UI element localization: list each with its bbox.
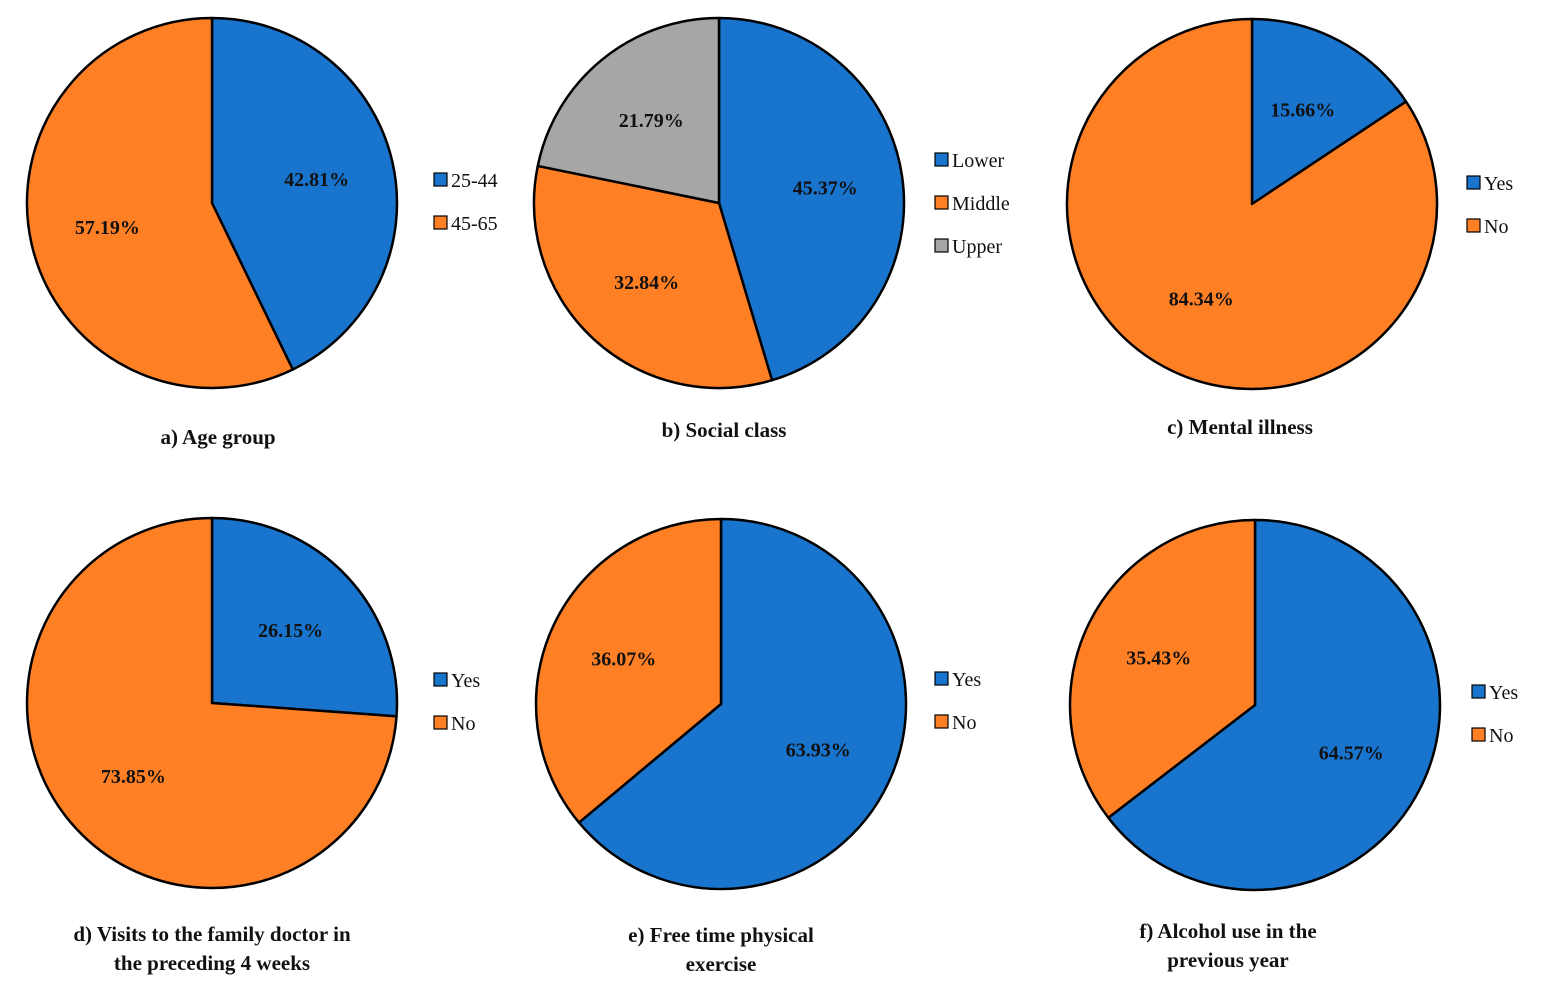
data-label-e-no: 36.07% (591, 649, 656, 671)
pie-slice-b-lower (717, 16, 906, 382)
chart-caption-d-line-1: d) Visits to the family doctor in (73, 922, 351, 946)
pie-slice-a-45-65 (25, 16, 295, 390)
legend-swatch-a-45-65 (433, 215, 448, 230)
chart-caption-f-line-1: f) Alcohol use in the (1139, 919, 1316, 943)
legend-swatch-b-middle (934, 195, 949, 210)
data-label-b-middle: 32.84% (614, 272, 679, 294)
data-label-f-no: 35.43% (1126, 648, 1191, 670)
legend-swatch-b-upper (934, 238, 949, 253)
pie-slice-b-middle (532, 164, 774, 390)
legend-label-a-25-44: 25-44 (451, 170, 498, 192)
legend-label-a-45-65: 45-65 (451, 213, 498, 235)
data-label-b-lower: 45.37% (793, 177, 858, 199)
legend-label-c-yes: Yes (1484, 173, 1513, 195)
legend-label-d-no: No (451, 713, 475, 735)
pie-panel-b: 45.37% 32.84% 21.79% Lower Middle Upper b) Soc… (532, 16, 1010, 442)
data-label-c-yes: 15.66% (1270, 99, 1335, 121)
legend-label-f-yes: Yes (1489, 682, 1518, 704)
legend-swatch-e-no (934, 714, 949, 729)
data-label-c-no: 84.34% (1169, 289, 1234, 311)
pie-slice-a-25-44 (210, 16, 399, 371)
pie-slice-c-no (1065, 17, 1439, 391)
pie-panel-f: 64.57% 35.43% Yes No f) Alcohol use in the pr… (1068, 518, 1518, 972)
chart-caption-e-line-2: exercise (686, 952, 757, 976)
pie-slice-e-yes (577, 517, 908, 891)
data-label-e-yes: 63.93% (786, 740, 851, 762)
chart-caption-e-line-1: e) Free time physical (628, 923, 814, 947)
legend-swatch-d-yes (433, 672, 448, 687)
pie-slice-b-upper (536, 16, 721, 205)
legend-swatch-a-25-44 (433, 172, 448, 187)
chart-caption-f-line-2: previous year (1167, 948, 1289, 972)
chart-caption-c: c) Mental illness (1167, 415, 1313, 439)
legend-swatch-c-no (1466, 218, 1481, 233)
legend-label-c-no: No (1484, 216, 1508, 238)
legend-swatch-e-yes (934, 671, 949, 686)
data-label-a-25-44: 42.81% (284, 169, 349, 191)
pie-panel-e: 63.93% 36.07% Yes No e) Free time physical ex… (534, 517, 981, 976)
pie-slice-c-yes (1250, 17, 1408, 206)
data-label-d-yes: 26.15% (258, 620, 323, 642)
pie-slice-d-yes (210, 516, 399, 718)
legend-swatch-c-yes (1466, 175, 1481, 190)
legend-swatch-b-lower (934, 152, 949, 167)
pie-panel-d: 26.15% 73.85% Yes No d) Visits to the family… (25, 516, 480, 975)
legend-label-e-no: No (952, 712, 976, 734)
data-label-b-upper: 21.79% (619, 110, 684, 132)
legend-label-b-upper: Upper (952, 236, 1002, 258)
data-label-d-no: 73.85% (101, 766, 166, 788)
legend-label-b-lower: Lower (952, 150, 1005, 172)
chart-caption-a: a) Age group (160, 425, 275, 449)
pie-slice-d-no (25, 516, 398, 890)
chart-caption-b: b) Social class (662, 418, 787, 442)
data-label-f-yes: 64.57% (1319, 742, 1384, 764)
legend-label-d-yes: Yes (451, 670, 480, 692)
legend-label-e-yes: Yes (952, 669, 981, 691)
legend-label-b-middle: Middle (952, 193, 1010, 215)
pie-slice-f-no (1068, 518, 1257, 819)
legend-swatch-f-yes (1471, 684, 1486, 699)
data-label-a-45-65: 57.19% (75, 217, 140, 239)
legend-label-f-no: No (1489, 725, 1513, 747)
legend-swatch-d-no (433, 715, 448, 730)
pie-panel-a: 42.81% 57.19% 25-44 45-65 a) Age group (25, 16, 498, 449)
pie-panel-c: 15.66% 84.34% Yes No c) Mental illness (1065, 17, 1513, 439)
pie-slice-f-yes (1107, 518, 1442, 892)
legend-swatch-f-no (1471, 727, 1486, 742)
pie-slice-e-no (534, 517, 723, 824)
chart-caption-d-line-2: the preceding 4 weeks (114, 951, 310, 975)
